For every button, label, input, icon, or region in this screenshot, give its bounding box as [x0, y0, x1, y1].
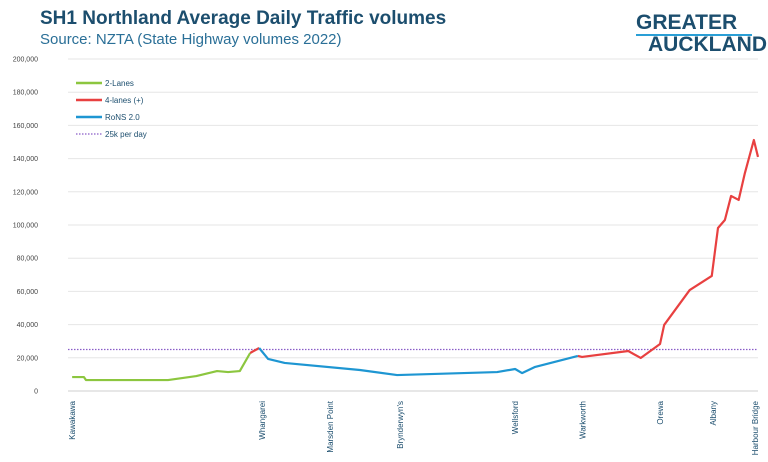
x-tick-label: Marsden Point: [326, 400, 335, 452]
series-line-rons-2-0: [258, 347, 579, 377]
legend-label: 2-Lanes: [105, 79, 134, 88]
y-tick-label: 160,000: [13, 123, 38, 130]
y-tick-label: 120,000: [13, 189, 38, 196]
x-tick-label: Albany: [709, 401, 718, 425]
x-tick-label: Warkworth: [579, 401, 588, 439]
x-tick-label: Harbour Bridge: [751, 400, 760, 455]
x-tick-label: Brynderwyn's: [396, 401, 405, 449]
x-tick-label: Wellsford: [511, 401, 520, 434]
y-tick-label: 180,000: [13, 90, 38, 97]
legend-label: RoNS 2.0: [105, 113, 140, 122]
legend-label: 25k per day: [105, 130, 147, 139]
y-tick-label: 140,000: [13, 156, 38, 163]
y-tick-label: 0: [34, 389, 38, 396]
y-tick-label: 80,000: [17, 256, 39, 263]
legend-label: 4-lanes (+): [105, 96, 144, 105]
greater-auckland-logo: GREATER AUCKLAND: [636, 11, 767, 56]
y-tick-label: 100,000: [13, 223, 38, 230]
series-line-2-lanes: [72, 352, 252, 382]
y-tick-label: 200,000: [13, 57, 38, 64]
chart-title: SH1 Northland Average Daily Traffic volu…: [40, 8, 447, 29]
series-line-4-lanes-: [249, 347, 260, 354]
y-tick-label: 40,000: [17, 322, 39, 329]
x-tick-label: Orewa: [656, 400, 665, 424]
x-tick-label: Kawakawa: [68, 400, 77, 439]
series-line-4-lanes-: [577, 138, 760, 360]
x-tick-label: Whangarei: [258, 401, 267, 440]
y-tick-label: 20,000: [17, 355, 39, 362]
y-tick-label: 60,000: [17, 289, 39, 296]
chart-subtitle: Source: NZTA (State Highway volumes 2022…: [40, 31, 342, 48]
